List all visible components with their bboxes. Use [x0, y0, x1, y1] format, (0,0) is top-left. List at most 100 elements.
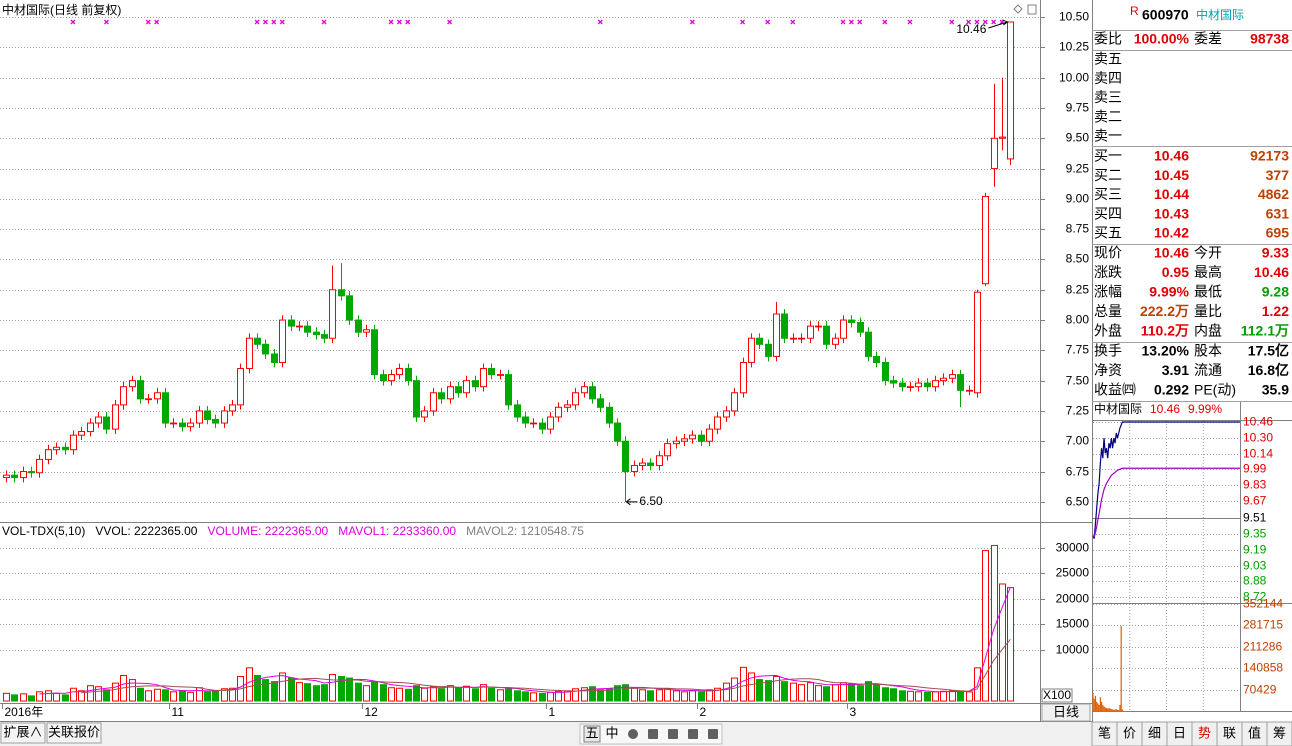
- candle-body: [857, 321, 864, 333]
- candle-body: [865, 331, 872, 357]
- tab-label[interactable]: 势: [1198, 725, 1211, 740]
- volume-bar: [539, 692, 546, 702]
- volume-bar: [187, 691, 194, 702]
- volume-bar: [28, 695, 35, 702]
- signal-mark: [279, 19, 285, 25]
- icon-label[interactable]: 五: [585, 725, 598, 740]
- signal-mark: [396, 19, 402, 25]
- candle-body: [129, 380, 136, 388]
- candle-body: [237, 368, 244, 406]
- tab[interactable]: [1116, 721, 1143, 746]
- period-button[interactable]: [1041, 703, 1091, 722]
- tab[interactable]: [0, 722, 46, 744]
- candle-body: [405, 368, 412, 382]
- y-tick-label: 8.50: [1066, 252, 1090, 266]
- tab-label[interactable]: 扩展∧: [3, 724, 42, 739]
- volume-bar: [262, 679, 269, 702]
- tab-label[interactable]: 筹: [1273, 725, 1286, 740]
- volume-bar: [765, 680, 772, 702]
- ma-line: [81, 638, 1011, 694]
- tab-label[interactable]: 日: [1173, 725, 1186, 740]
- y-tick-label: 25000: [1056, 566, 1090, 580]
- tab[interactable]: [1191, 721, 1218, 746]
- candle-body: [706, 428, 713, 442]
- candle-body: [472, 380, 479, 388]
- field-label: 流通: [1194, 362, 1222, 378]
- candle-body: [137, 380, 144, 400]
- volume-bar: [798, 684, 805, 702]
- tab-label[interactable]: 关联报价: [48, 724, 100, 739]
- candle-body: [999, 136, 1006, 139]
- volume-bar: [865, 681, 872, 702]
- field-label: 换手: [1094, 343, 1122, 359]
- volume-bar: [899, 690, 906, 702]
- candle-body: [154, 392, 161, 400]
- volume-bar: [681, 691, 688, 702]
- tab-label[interactable]: 联: [1223, 725, 1236, 740]
- icon[interactable]: [668, 729, 678, 739]
- volume-bar: [497, 689, 504, 702]
- field-label: 最高: [1194, 264, 1222, 280]
- high-label: 10.46: [956, 22, 986, 36]
- candle-body: [966, 389, 973, 392]
- tab[interactable]: [46, 722, 102, 744]
- field-label: PE(动): [1194, 382, 1236, 398]
- tab-label[interactable]: 价: [1123, 725, 1136, 740]
- signal-mark: [882, 19, 888, 25]
- volume-bar: [212, 690, 219, 702]
- icon-label[interactable]: 中: [605, 725, 618, 740]
- candle-body: [95, 416, 102, 424]
- volume-bar: [271, 681, 278, 702]
- candle-body: [882, 361, 889, 382]
- tab-label[interactable]: 细: [1148, 725, 1161, 740]
- tab-label[interactable]: 值: [1248, 725, 1261, 740]
- volume-bar: [756, 679, 763, 702]
- signal-mark: [388, 19, 394, 25]
- intraday-line: [1092, 421, 1240, 539]
- candle-body: [890, 380, 897, 384]
- tab-label[interactable]: 笔: [1098, 725, 1111, 740]
- icon[interactable]: [648, 729, 658, 739]
- y-tick-label: 281715: [1243, 618, 1283, 632]
- volume-bar: [555, 690, 562, 702]
- chart-title: 中材国际(日线 前复权): [2, 2, 121, 17]
- tab[interactable]: [1266, 721, 1292, 746]
- icon[interactable]: [628, 729, 638, 739]
- candle-body: [145, 398, 152, 401]
- ma-line: [39, 586, 1011, 695]
- tab[interactable]: [1241, 721, 1268, 746]
- stock-code: 600970: [1142, 7, 1189, 23]
- order-label: 卖五: [1094, 51, 1122, 67]
- candle-body: [363, 329, 370, 333]
- period-button-label[interactable]: 日线: [1053, 704, 1079, 719]
- signal-mark: [848, 19, 854, 25]
- candle-body: [798, 337, 805, 340]
- signal-mark: [949, 19, 955, 25]
- icon[interactable]: [708, 729, 718, 739]
- icon[interactable]: [688, 729, 698, 739]
- order-volume: 695: [1266, 225, 1290, 241]
- field-value: 9.33: [1262, 245, 1289, 261]
- icon[interactable]: [1013, 4, 1023, 14]
- volume-bar: [639, 689, 646, 702]
- candle-body: [3, 474, 10, 479]
- candle-body: [631, 464, 638, 473]
- field-value: 100.00%: [1134, 31, 1190, 47]
- volume-bar: [254, 674, 261, 702]
- signal-mark: [447, 19, 453, 25]
- volume-bar: [11, 694, 18, 702]
- volume-bar: [664, 688, 671, 702]
- icon[interactable]: [1027, 4, 1037, 15]
- candle-body: [480, 368, 487, 388]
- signal-mark: [321, 19, 327, 25]
- volume-bar: [790, 682, 797, 702]
- icon[interactable]: [583, 725, 601, 743]
- candle-body: [455, 386, 462, 394]
- volume-bar: [832, 684, 839, 702]
- tab[interactable]: [1216, 721, 1243, 746]
- signal-mark: [254, 19, 260, 25]
- volume-bar: [572, 688, 579, 702]
- field-label: 总量: [1094, 303, 1122, 319]
- y-tick-label: 8.00: [1066, 313, 1090, 327]
- volume-bar: [472, 688, 479, 702]
